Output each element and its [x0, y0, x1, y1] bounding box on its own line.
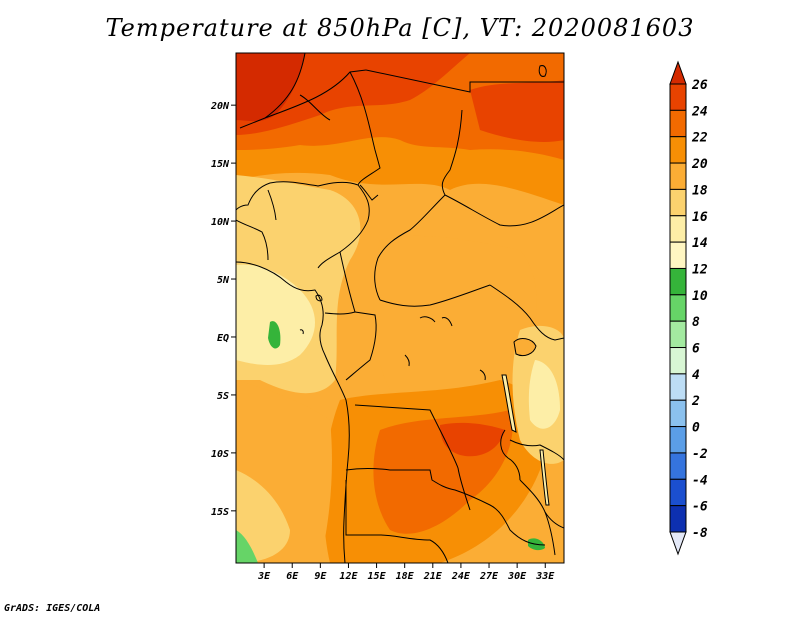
- longitude-axis: 3E 6E 9E 12E 15E 18E 21E 24E 27E 30E 33E: [257, 563, 555, 582]
- colorbar-under-triangle: [669, 531, 687, 556]
- lat-tick-label: 10S: [211, 449, 229, 460]
- lon-tick-label: 27E: [479, 571, 499, 582]
- shade-12-patch-west: [268, 321, 281, 349]
- latitude-axis: 20N 15N 10N 5N EQ 5S 10S 15S: [210, 101, 236, 518]
- lat-tick-label: 20N: [210, 101, 230, 112]
- colorbar-box: [669, 373, 687, 401]
- lat-tick-label: 5N: [217, 275, 230, 286]
- shade-24-northeast: [470, 80, 564, 142]
- country-borders: [236, 53, 564, 563]
- colorbar-label: 12: [692, 262, 708, 277]
- colorbar-label: 16: [692, 210, 708, 225]
- colorbar-label: 6: [692, 342, 700, 357]
- lon-tick-label: 12E: [339, 571, 358, 582]
- colorbar-label: 20: [691, 157, 708, 172]
- colorbar-label: 26: [691, 78, 708, 93]
- colorbar-box: [669, 162, 687, 190]
- colorbar-box: [669, 347, 687, 375]
- colorbar-label: 0: [692, 421, 700, 436]
- colorbar-label: -6: [692, 500, 708, 515]
- colorbar-box: [669, 426, 687, 454]
- temperature-field: [236, 53, 564, 563]
- colorbar-label: -8: [692, 526, 708, 541]
- colorbar-box: [669, 267, 687, 296]
- colorbar-box: [669, 505, 687, 533]
- colorbar-box: [669, 478, 687, 507]
- colorbar-box: [669, 294, 687, 322]
- lat-tick-label: 15N: [211, 159, 230, 170]
- colorbar-label: 18: [692, 183, 708, 198]
- lake-tanganyika: [501, 374, 517, 433]
- colorbar-box: [669, 136, 687, 164]
- colorbar-label: 2: [691, 394, 700, 409]
- lon-tick-label: 15E: [368, 571, 387, 582]
- colorbar-over-triangle: [669, 60, 687, 85]
- shade-14-west: [236, 264, 315, 365]
- colorbar-label: -2: [692, 447, 708, 462]
- lon-tick-label: 9E: [314, 571, 327, 582]
- lon-tick-label: 3E: [257, 571, 271, 582]
- shade-14-sw-corner: [236, 530, 258, 563]
- lat-tick-label: EQ: [217, 333, 229, 344]
- colorbar-label: 10: [692, 289, 708, 304]
- colorbar-label: 8: [692, 315, 700, 330]
- map-frame: [235, 52, 565, 564]
- colorbar-label: -4: [692, 473, 708, 488]
- lon-tick-label: 33E: [535, 571, 555, 582]
- colorbar-box: [669, 188, 687, 217]
- shade-26-south: [440, 422, 505, 457]
- colorbar-box: [669, 83, 687, 111]
- small-lakes: [299, 65, 547, 381]
- colorbar-box: [669, 241, 687, 269]
- colorbar-box: [669, 320, 687, 349]
- shade-20-central: [373, 235, 537, 395]
- lon-tick-label: 6E: [286, 571, 299, 582]
- shade-18-southwest: [236, 470, 290, 563]
- lat-tick-label: 15S: [211, 507, 229, 518]
- lon-tick-label: 24E: [451, 571, 471, 582]
- coastline-west: [236, 261, 350, 563]
- credit-label: GrADS: IGES/COLA: [4, 603, 101, 614]
- shade-26-north: [236, 53, 305, 122]
- colorbar-label: 24: [691, 104, 708, 119]
- lon-tick-label: 18E: [396, 571, 415, 582]
- shade-14-east: [528, 360, 560, 429]
- lat-tick-label: 10N: [211, 217, 230, 228]
- colorbar-label: 22: [691, 131, 708, 146]
- colorbar-box: [669, 452, 687, 480]
- colorbar-label: 4: [692, 368, 700, 383]
- lat-tick-label: 5S: [217, 391, 229, 402]
- colorbar-label: 14: [692, 236, 708, 251]
- lake-victoria: [513, 338, 537, 357]
- lake-malawi: [539, 449, 550, 506]
- map-title: Temperature at 850hPa [C], VT: 202008160…: [105, 14, 695, 42]
- lon-tick-label: 30E: [507, 571, 527, 582]
- colorbar-box: [669, 109, 687, 138]
- colorbar-box: [669, 399, 687, 428]
- lon-tick-label: 21E: [423, 571, 443, 582]
- colorbar-box: [669, 215, 687, 243]
